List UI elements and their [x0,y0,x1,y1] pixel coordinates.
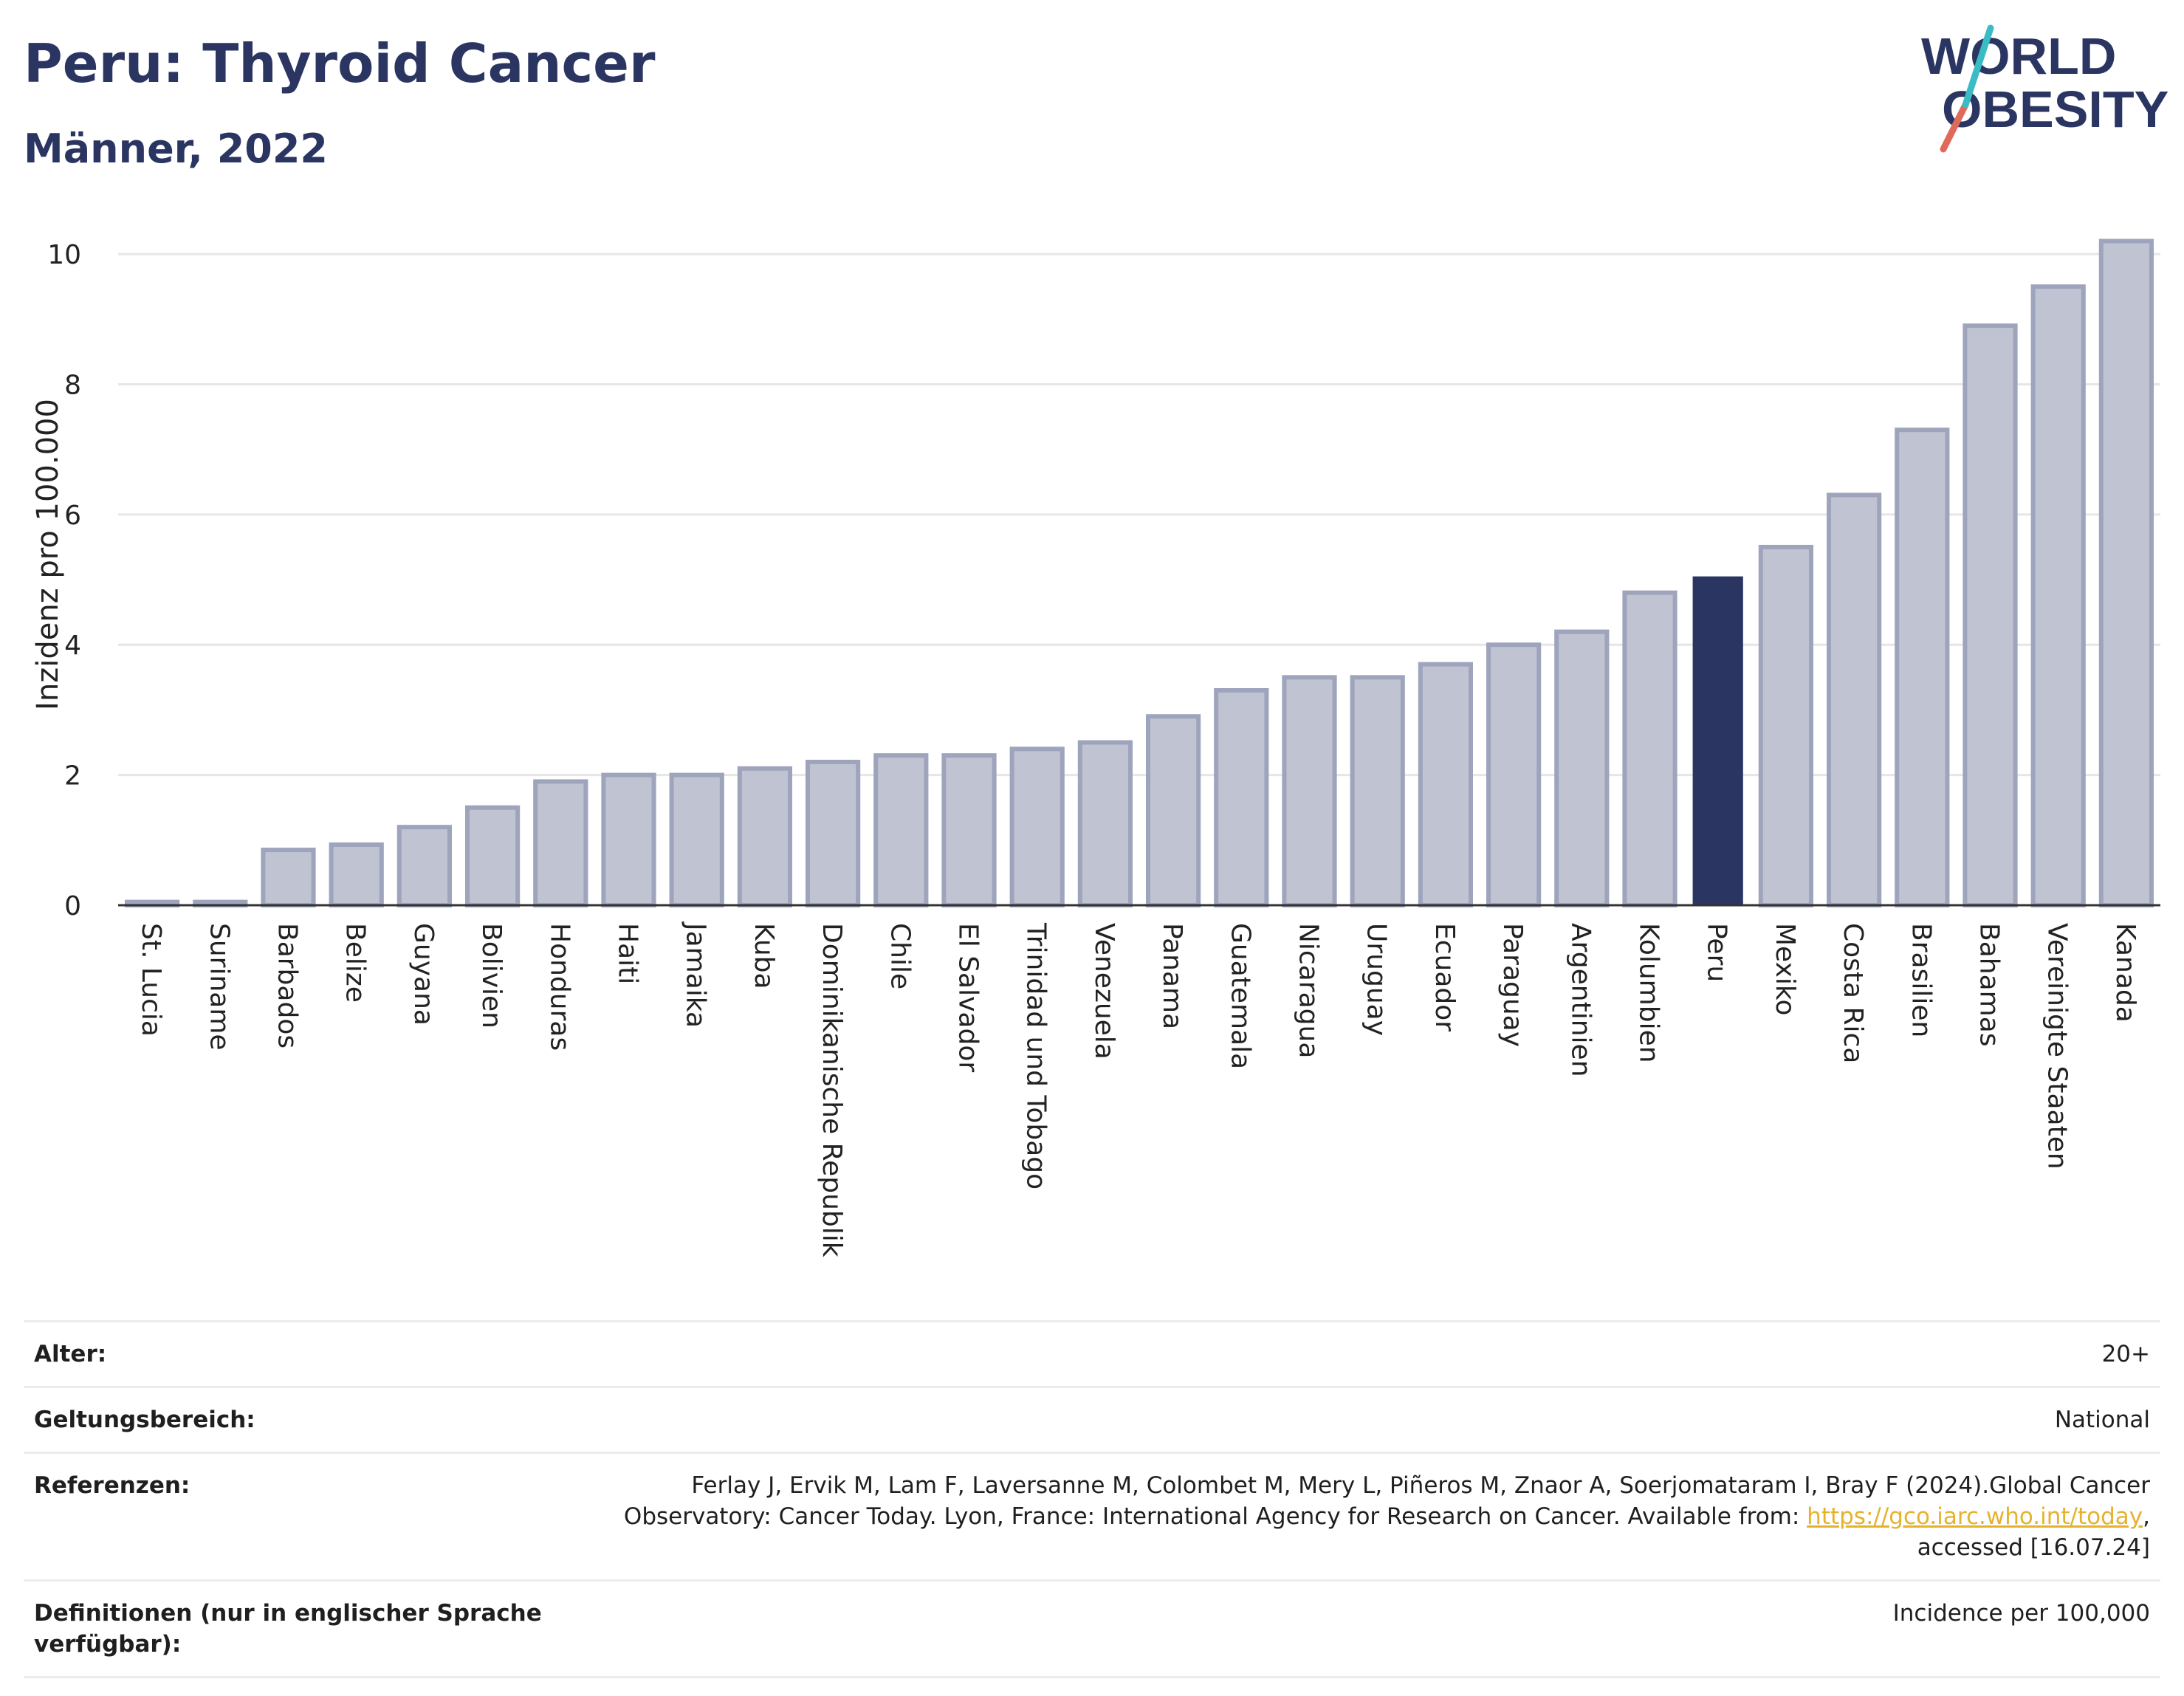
references-link[interactable]: https://gco.iarc.who.int/today [1807,1503,2143,1530]
scope-label: Geltungsbereich: [34,1407,255,1433]
x-tick-label: Trinidad und Tobago [1021,922,1051,1189]
bar [601,772,656,907]
x-tick-label: Paraguay [1497,923,1528,1047]
bar [669,772,724,907]
bar [1350,675,1405,907]
x-tick-label: Guatemala [1225,923,1255,1069]
meta-row-age: Alter: 20+ [24,1320,2160,1386]
x-tick-label: Bolivien [476,923,506,1029]
x-tick-label: Argentinien [1565,923,1596,1077]
y-tick-label: 0 [64,891,81,921]
bar [1692,576,1743,905]
x-tick-label: Kuba [749,923,779,989]
y-tick-label: 8 [64,370,81,400]
x-tick-label: Jamaika [681,921,711,1028]
x-tick-label: Dominikanische Republik [817,923,847,1257]
bar [737,766,793,908]
y-tick-label: 4 [64,631,81,661]
definitions-value: Incidence per 100,000 [1892,1600,2150,1627]
x-tick-label: Ecuador [1429,923,1460,1031]
x-tick-label: Honduras [544,923,574,1051]
meta-row-references: Referenzen: Ferlay J, Ervik M, Lam F, La… [24,1452,2160,1579]
bar [533,779,588,908]
meta-row-definitions: Definitionen (nur in englischer Sprache … [24,1579,2160,1678]
bar-chart: 0 2 4 6 8 10 Inzidenz pro 100.000 St. Lucia Suri… [31,238,2160,1257]
x-tick-label: Vereinigte Staaten [2042,923,2073,1170]
bar [1145,714,1201,907]
page-subtitle: Männer, 2022 [24,126,328,172]
x-tick-label: Kanada [2110,923,2140,1023]
bar [1554,629,1610,907]
bar [1009,746,1065,907]
x-tick-label: Costa Rica [1838,923,1868,1063]
age-label: Alter: [34,1341,107,1367]
bar [1895,428,1950,907]
logo-line2: OBESITY [1942,80,2168,138]
bar [329,842,384,908]
bar [396,825,453,907]
x-tick-label: Haiti [613,923,643,984]
references-value: Ferlay J, Ervik M, Lam F, Laversanne M, … [566,1470,2150,1563]
bar [1486,642,1542,907]
x-tick-label: Chile [885,923,915,989]
y-tick-label: 10 [47,240,81,270]
x-tick-label: Kolumbien [1634,923,1664,1063]
y-axis-title: Inzidenz pro 100.000 [31,399,65,710]
references-label: Referenzen: [34,1472,190,1499]
x-tick-label: Suriname [204,923,234,1051]
bar [1214,687,1269,907]
x-tick-label: Mexiko [1770,923,1800,1015]
references-accessed: , accessed [16.07.24] [1917,1503,2150,1561]
x-tick-label: Venezuela [1089,923,1119,1060]
bar [873,753,929,908]
x-tick-label: Nicaragua [1294,923,1324,1058]
bar [1418,662,1474,907]
page-title: Peru: Thyroid Cancer [24,32,656,95]
x-tick-label: Belize [340,923,371,1003]
world-obesity-logo: WORLD OBESITY [1921,24,2168,153]
bar [1758,544,1814,907]
bar [1077,740,1133,907]
bar [2030,284,2086,907]
x-tick-label: Barbados [272,923,303,1048]
y-tick-label: 6 [64,501,81,531]
bar [261,848,316,907]
bar [1622,590,1678,908]
bar [1282,675,1337,907]
y-tick-label: 2 [64,761,81,792]
x-tick-label: El Salvador [953,923,983,1072]
x-tick-label: Peru [1702,923,1732,982]
x-tick-label: St. Lucia [136,923,166,1037]
bar [2098,238,2154,907]
x-tick-label: Uruguay [1361,923,1392,1036]
x-tick-label: Guyana [408,923,439,1026]
age-value: 20+ [2101,1341,2150,1367]
metadata-table: Alter: 20+ Geltungsbereich: National Ref… [24,1320,2160,1678]
x-tick-label: Bahamas [1974,923,2005,1047]
bar [805,759,861,907]
references-text: Ferlay J, Ervik M, Lam F, Laversanne M, … [623,1472,2150,1530]
x-tick-label: Panama [1157,923,1187,1029]
bar [1962,323,2018,908]
definitions-label: Definitionen (nur in englischer Sprache … [34,1600,542,1658]
bar [464,805,521,907]
x-tick-label: Brasilien [1906,923,1936,1037]
meta-row-scope: Geltungsbereich: National [24,1386,2160,1452]
logo-line1: WORLD [1921,27,2116,85]
bar [941,753,997,908]
scope-value: National [2054,1407,2150,1433]
bar [1826,492,1882,907]
